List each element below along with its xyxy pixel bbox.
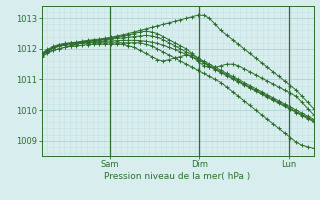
X-axis label: Pression niveau de la mer( hPa ): Pression niveau de la mer( hPa )	[104, 172, 251, 181]
